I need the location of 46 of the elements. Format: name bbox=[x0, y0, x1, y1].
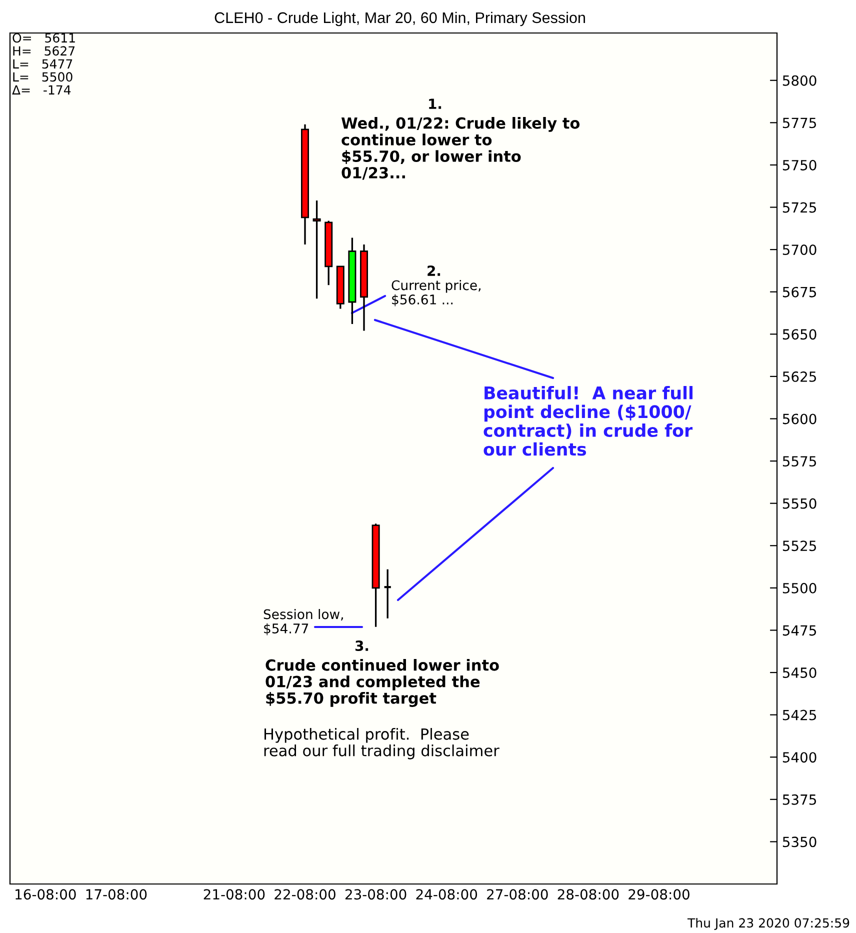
y-tick-label: 5475 bbox=[782, 625, 816, 636]
y-tick-label: 5500 bbox=[782, 582, 816, 594]
y-tick-label: 5650 bbox=[782, 329, 816, 340]
y-tick-label: 5800 bbox=[782, 75, 816, 86]
annotation: H= 5627 bbox=[13, 46, 75, 56]
y-tick-label: 5675 bbox=[782, 286, 816, 298]
x-tick-label: 23-08:00 bbox=[345, 889, 406, 900]
y-tick-label: 5350 bbox=[782, 836, 816, 848]
annotation: Hypothetical profit. Please read our full trading disclaimer bbox=[264, 728, 500, 760]
y-tick-label: 5575 bbox=[782, 456, 816, 467]
chart-title: CLEH0 - Crude Light, Mar 20, 60 Min, Primary Session bbox=[214, 12, 585, 26]
x-tick-label: 22-08:00 bbox=[274, 889, 336, 900]
annotation: L= 5477 bbox=[13, 59, 72, 69]
y-tick-label: 5775 bbox=[782, 118, 816, 128]
y-tick-label: 5550 bbox=[782, 498, 816, 509]
annotation: 2. bbox=[428, 266, 440, 276]
annotation: Current price, $56.61 ... bbox=[392, 280, 480, 306]
x-tick-label: 27-08:00 bbox=[487, 889, 548, 900]
x-tick-label: 28-08:00 bbox=[558, 889, 619, 900]
y-tick-label: 5400 bbox=[782, 752, 816, 763]
annotation: 1. bbox=[429, 98, 442, 109]
candlestick bbox=[312, 200, 321, 300]
y-tick-label: 5700 bbox=[782, 244, 816, 256]
y-tick-label: 5625 bbox=[782, 371, 816, 382]
annotation: L= 5500 bbox=[13, 72, 72, 82]
x-tick-label: 24-08:00 bbox=[416, 889, 478, 900]
annotation: Δ= -174 bbox=[12, 85, 71, 94]
annotation: 3. bbox=[355, 640, 368, 652]
y-tick-label: 5375 bbox=[782, 794, 816, 805]
annotation: Crude continued lower into 01/23 and completed the $55.70 profit target bbox=[266, 659, 499, 707]
x-tick-label: 17-08:00 bbox=[86, 889, 147, 900]
y-tick-label: 5525 bbox=[782, 540, 816, 552]
annotation: Beautiful! A near full point decline ($1000/ contract) in crude for our clients bbox=[484, 386, 693, 456]
x-tick-label: 21-08:00 bbox=[204, 889, 265, 900]
x-tick-label: 29-08:00 bbox=[628, 889, 690, 900]
y-tick-label: 5750 bbox=[782, 160, 816, 170]
y-tick-label: 5450 bbox=[782, 667, 816, 678]
y-tick-label: 5600 bbox=[782, 414, 816, 424]
annotation: O= 5611 bbox=[12, 33, 75, 43]
annotation: Session low, $54.77 bbox=[264, 609, 343, 636]
text: Thu Jan 23 2020 07:25:59 bbox=[687, 918, 850, 930]
candlestick bbox=[383, 568, 392, 620]
annotation: Wed., 01/22: Crude likely to continue lower to $55.70, or lower into 01/23... bbox=[341, 117, 580, 180]
y-tick-label: 5425 bbox=[782, 710, 816, 720]
x-tick-label: 16-08:00 bbox=[16, 889, 76, 900]
y-tick-label: 5725 bbox=[782, 202, 816, 213]
